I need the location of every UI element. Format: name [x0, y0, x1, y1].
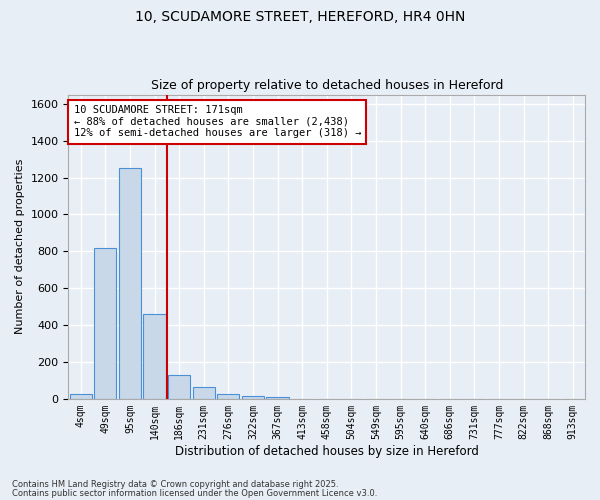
Text: Contains HM Land Registry data © Crown copyright and database right 2025.: Contains HM Land Registry data © Crown c…	[12, 480, 338, 489]
X-axis label: Distribution of detached houses by size in Hereford: Distribution of detached houses by size …	[175, 444, 479, 458]
Bar	[70, 394, 92, 399]
Bar	[119, 168, 141, 399]
Bar	[143, 314, 166, 399]
Bar	[242, 396, 264, 399]
Bar	[217, 394, 239, 399]
Text: Contains public sector information licensed under the Open Government Licence v3: Contains public sector information licen…	[12, 489, 377, 498]
Y-axis label: Number of detached properties: Number of detached properties	[15, 159, 25, 334]
Text: 10 SCUDAMORE STREET: 171sqm
← 88% of detached houses are smaller (2,438)
12% of : 10 SCUDAMORE STREET: 171sqm ← 88% of det…	[74, 105, 361, 138]
Bar	[94, 248, 116, 399]
Bar	[168, 375, 190, 399]
Text: 10, SCUDAMORE STREET, HEREFORD, HR4 0HN: 10, SCUDAMORE STREET, HEREFORD, HR4 0HN	[135, 10, 465, 24]
Title: Size of property relative to detached houses in Hereford: Size of property relative to detached ho…	[151, 79, 503, 92]
Bar	[193, 387, 215, 399]
Bar	[266, 397, 289, 399]
